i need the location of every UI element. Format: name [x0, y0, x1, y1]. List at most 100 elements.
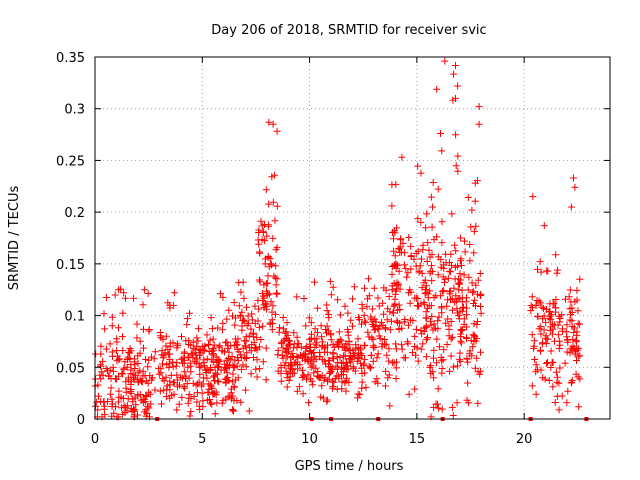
data-point: [390, 247, 398, 255]
data-point: [382, 367, 390, 375]
data-point: [232, 314, 239, 322]
data-point: [406, 299, 414, 307]
data-point: [229, 370, 237, 378]
data-point: [358, 378, 366, 386]
data-point: [462, 323, 470, 331]
data-point: [438, 365, 446, 372]
data-point: [429, 368, 437, 376]
data-point: [371, 343, 379, 351]
data-point: [540, 222, 548, 230]
y-tick-label: 0.2: [64, 206, 85, 221]
data-point: [119, 309, 127, 317]
data-point: [405, 234, 413, 241]
data-point: [464, 286, 472, 294]
data-point: [219, 319, 227, 327]
data-point: [378, 319, 385, 326]
data-point: [268, 316, 276, 324]
data-point: [452, 292, 460, 300]
data-point: [335, 338, 343, 346]
data-point: [274, 346, 282, 354]
data-point: [311, 352, 319, 360]
data-point: [223, 338, 231, 346]
data-point: [170, 390, 178, 398]
data-point: [159, 360, 166, 368]
data-point: [388, 286, 396, 294]
data-point: [265, 263, 273, 271]
data-point: [361, 355, 369, 363]
data-point: [424, 239, 432, 247]
data-point: [540, 312, 548, 320]
data-point: [312, 339, 320, 347]
data-point: [360, 360, 368, 368]
data-point: [327, 330, 335, 338]
data-point: [215, 343, 223, 351]
data-point: [144, 379, 152, 387]
data-point: [385, 357, 393, 365]
data-point: [365, 292, 373, 300]
data-point: [439, 287, 447, 295]
data-point: [537, 330, 545, 338]
data-point: [456, 357, 464, 365]
data-point: [447, 268, 455, 276]
data-point: [405, 321, 412, 329]
data-point: [259, 229, 267, 236]
data-point: [336, 354, 344, 362]
data-point: [528, 382, 536, 390]
data-point: [381, 336, 389, 343]
data-point: [219, 293, 227, 301]
data-point: [243, 303, 250, 311]
data-point: [193, 334, 201, 342]
data-point: [273, 289, 281, 297]
data-point: [452, 94, 459, 102]
data-point: [279, 314, 287, 321]
data-point: [109, 352, 116, 360]
data-point: [318, 382, 326, 390]
data-point: [445, 325, 453, 333]
data-point: [256, 365, 264, 373]
data-point: [390, 235, 397, 243]
data-point: [264, 279, 272, 287]
data-point: [281, 335, 289, 343]
data-point: [417, 327, 425, 334]
data-point: [428, 262, 435, 270]
data-point: [327, 291, 335, 299]
data-point: [477, 303, 484, 310]
data-point: [571, 298, 579, 306]
data-point: [218, 347, 226, 355]
data-point: [430, 404, 438, 411]
data-point: [466, 350, 474, 358]
data-point: [365, 333, 373, 341]
data-point: [208, 325, 216, 333]
data-point: [208, 400, 216, 408]
data-point: [121, 358, 129, 366]
data-point: [554, 266, 562, 274]
data-point: [469, 331, 477, 339]
data-point: [571, 183, 579, 191]
data-point: [567, 310, 574, 318]
data-point: [296, 361, 304, 369]
data-point: [553, 269, 561, 277]
data-point: [298, 374, 306, 381]
data-point: [554, 321, 562, 329]
data-point: [441, 57, 449, 65]
axis-ticks: 0 0.05 0.1 0.15 0.2 0.25 0.3 0.35 0 5 10 15 20: [56, 51, 610, 447]
data-point: [537, 268, 545, 276]
data-point: [262, 376, 270, 384]
data-point: [534, 313, 542, 321]
data-point: [393, 260, 401, 268]
data-point: [120, 289, 128, 297]
data-point: [418, 255, 425, 263]
data-point: [460, 315, 468, 323]
data-point: [100, 398, 108, 405]
data-point: [258, 222, 266, 230]
data-point: [186, 309, 193, 317]
data-point: [305, 399, 313, 407]
data-point: [299, 354, 306, 362]
data-point: [136, 349, 144, 357]
data-point: [414, 215, 422, 223]
data-point: [335, 328, 343, 336]
data-point: [449, 306, 456, 314]
data-point: [325, 363, 333, 371]
data-point: [128, 408, 136, 416]
data-point: [240, 353, 248, 361]
